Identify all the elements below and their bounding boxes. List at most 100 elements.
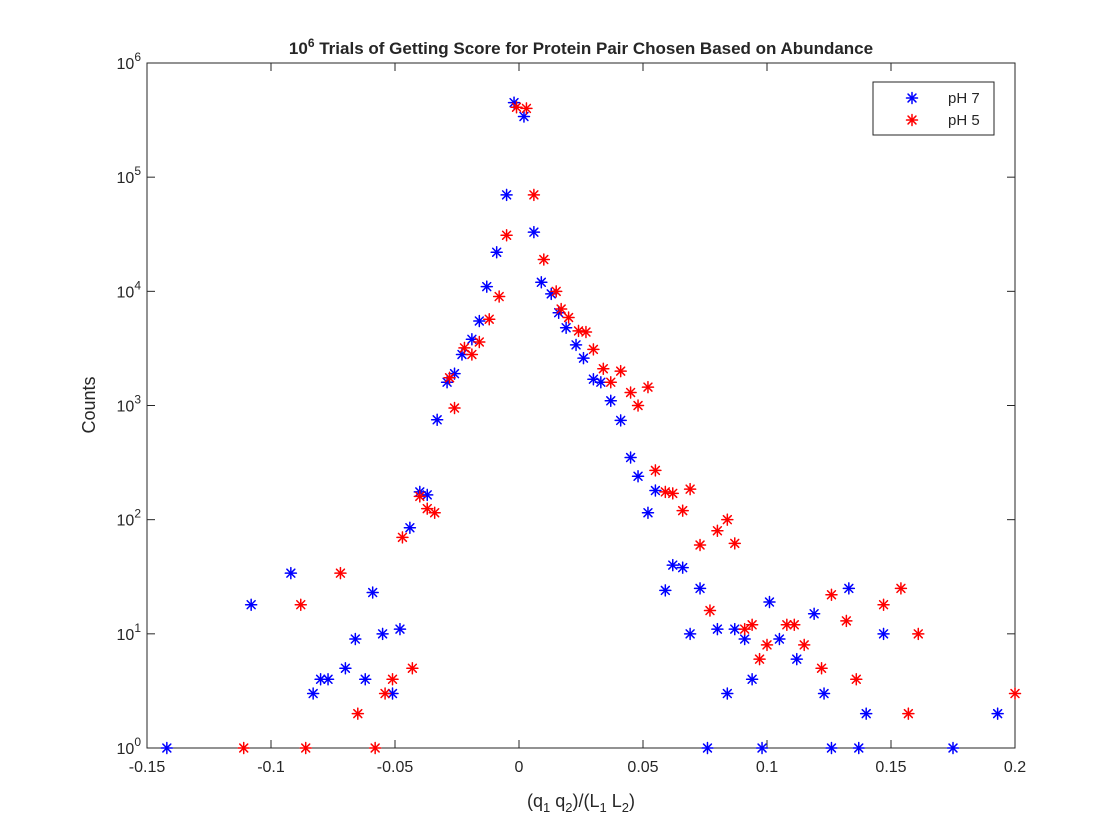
data-point — [294, 598, 308, 611]
x-tick-label: 0.2 — [1004, 759, 1026, 776]
data-point — [351, 707, 365, 720]
data-point — [666, 487, 680, 500]
data-point — [773, 632, 786, 646]
data-point — [877, 627, 890, 641]
data-point — [465, 348, 479, 361]
data-point — [339, 661, 352, 675]
data-point — [840, 614, 853, 628]
data-point — [760, 638, 774, 652]
data-point — [527, 225, 541, 239]
data-point — [443, 371, 456, 385]
data-point — [912, 627, 925, 641]
data-point — [817, 687, 831, 700]
data-point — [1008, 687, 1022, 700]
data-point — [641, 380, 655, 394]
data-point — [604, 375, 618, 389]
y-tick-label: 104 — [117, 278, 142, 301]
y-tick-label: 103 — [117, 393, 142, 416]
data-point — [413, 490, 427, 503]
data-point — [386, 673, 399, 686]
data-point — [894, 582, 908, 595]
data-point — [403, 521, 417, 534]
data-point — [597, 362, 610, 375]
data-point — [825, 741, 838, 755]
data-point — [594, 375, 608, 389]
data-point — [666, 558, 680, 572]
data-point — [721, 687, 734, 700]
legend-label: pH 7 — [948, 90, 980, 107]
data-point — [577, 351, 590, 365]
data-point — [420, 488, 434, 502]
data-point — [614, 364, 627, 378]
data-point — [738, 632, 751, 646]
data-point — [604, 394, 618, 408]
data-point — [842, 582, 856, 595]
data-point — [473, 314, 486, 328]
data-point — [624, 386, 637, 399]
data-point — [349, 632, 362, 646]
data-point — [334, 566, 347, 580]
data-point — [237, 741, 250, 755]
data-point — [378, 687, 392, 700]
data-point — [693, 582, 707, 595]
legend-box — [872, 81, 995, 136]
data-point — [807, 607, 821, 620]
data-point — [797, 638, 811, 652]
axis-ticks: -0.15 -0.1 -0.05 0 0.05 0.1 0.15 0.2 100 101 102 10… — [117, 50, 1027, 776]
legend-label: pH 5 — [948, 112, 980, 129]
data-point — [393, 622, 407, 636]
data-point — [641, 506, 655, 519]
data-point — [763, 595, 776, 609]
data-point — [755, 741, 769, 755]
legend-marker — [905, 113, 919, 127]
data-point — [850, 673, 863, 686]
data-point — [160, 741, 174, 755]
data-point — [683, 482, 697, 496]
data-point — [659, 485, 672, 499]
y-tick-label: 105 — [117, 164, 142, 187]
data-point — [815, 661, 828, 675]
data-point — [448, 401, 461, 415]
x-tick-label: 0.05 — [627, 759, 658, 776]
x-tick-label: -0.1 — [257, 759, 285, 776]
x-tick-label: 0.1 — [756, 759, 778, 776]
data-point — [458, 341, 471, 355]
legend-marker — [905, 91, 919, 105]
data-point — [490, 245, 503, 259]
data-point — [406, 661, 419, 675]
data-point — [527, 188, 541, 202]
data-point — [877, 598, 890, 611]
data-point — [569, 338, 583, 352]
data-point — [788, 618, 801, 632]
legend: pH 7 pH 5 — [872, 81, 995, 136]
data-point — [676, 504, 689, 517]
data-point — [683, 627, 697, 641]
data-point — [366, 586, 379, 599]
data-point — [430, 413, 444, 427]
data-point — [358, 673, 372, 686]
data-point — [554, 302, 568, 316]
x-tick-label: -0.05 — [377, 759, 414, 776]
data-point — [517, 110, 531, 123]
data-point — [790, 652, 804, 666]
data-point — [703, 604, 717, 617]
data-point — [480, 280, 494, 293]
data-point — [306, 687, 320, 700]
data-point — [745, 673, 759, 686]
data-point — [991, 707, 1004, 720]
data-point — [500, 228, 513, 242]
x-tick-label: 0 — [515, 759, 524, 776]
y-tick-label: 100 — [117, 735, 142, 758]
data-point — [535, 276, 548, 289]
data-point — [492, 290, 506, 303]
data-point — [299, 741, 312, 755]
plot-area — [146, 62, 1016, 749]
x-tick-label: -0.15 — [129, 759, 166, 776]
data-point — [587, 343, 600, 356]
data-point — [579, 325, 593, 339]
data-point — [728, 622, 742, 636]
data-point — [825, 588, 838, 601]
data-point — [728, 537, 742, 550]
data-point — [549, 285, 563, 298]
